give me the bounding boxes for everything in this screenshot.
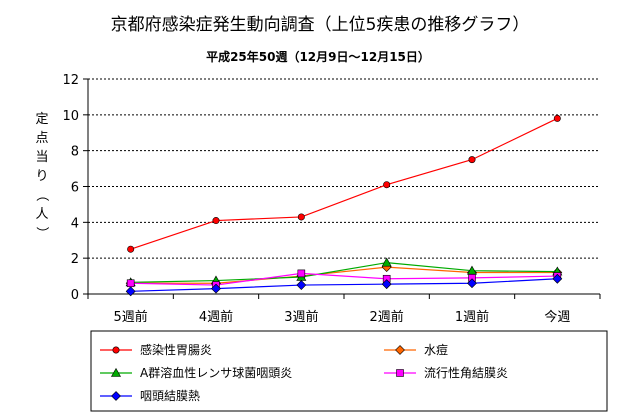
- y-tick-label: 2: [71, 252, 79, 267]
- data-point: [212, 217, 220, 225]
- data-point: [125, 286, 136, 297]
- data-point: [381, 279, 392, 290]
- legend-item: 咽頭結膜熱: [100, 389, 200, 403]
- legend-label: 水痘: [424, 342, 448, 357]
- y-axis-label-char: 当: [35, 150, 48, 165]
- y-tick-label: 6: [71, 181, 79, 196]
- series-0: [127, 114, 561, 253]
- data-point: [296, 280, 307, 290]
- x-tick-label: 2週前: [370, 309, 404, 325]
- legend-marker: [111, 391, 121, 401]
- y-tick-label: 8: [71, 145, 79, 160]
- data-point: [383, 181, 391, 189]
- series-line: [130, 117, 558, 250]
- legend-box: [90, 330, 608, 412]
- y-tick-label: 12: [62, 73, 79, 88]
- x-tick-label: 4週前: [199, 309, 233, 325]
- legend-label: A群溶血性レンサ球菌咽頭炎: [140, 365, 292, 380]
- series-4: [125, 273, 563, 297]
- y-tick-labels: 0 2 4 6 8 10 12: [62, 73, 79, 303]
- legend-label: 流行性角結膜炎: [424, 366, 508, 380]
- legend-label: 感染性胃腸炎: [140, 342, 212, 357]
- data-point: [553, 114, 561, 122]
- y-tick-label: 0: [71, 288, 79, 303]
- x-tick-label: 3週前: [284, 309, 318, 325]
- y-axis-label-char: 点: [35, 131, 48, 146]
- data-point: [297, 213, 305, 221]
- legend-item: A群溶血性レンサ球菌咽頭炎: [100, 365, 292, 380]
- y-tick-label: 4: [71, 216, 79, 231]
- legend-marker: [110, 367, 122, 377]
- series-line: [130, 272, 558, 286]
- data-point: [297, 269, 306, 278]
- series-line: [130, 266, 558, 284]
- data-point: [211, 283, 221, 294]
- y-axis-label-char: 定: [35, 112, 48, 127]
- data-point: [552, 273, 563, 284]
- legend-item: 流行性角結膜炎: [384, 366, 508, 380]
- series-group: [125, 114, 563, 297]
- chart-subtitle: 平成25年50週（12月9日～12月15日）: [206, 49, 430, 64]
- y-axis-label-char: 人: [35, 207, 48, 222]
- data-point: [468, 156, 476, 164]
- legend-marker: [112, 346, 120, 354]
- series-line: [130, 278, 558, 292]
- legend-item: 水痘: [384, 342, 448, 357]
- y-axis-label-char: （: [34, 188, 49, 201]
- legend-item: 感染性胃腸炎: [100, 342, 212, 357]
- series-line: [130, 262, 558, 283]
- x-tick-labels: 5週前 4週前 3週前 2週前 1週前 今週: [114, 309, 571, 325]
- data-point: [381, 257, 392, 267]
- data-point: [467, 278, 477, 289]
- axes: [83, 78, 601, 299]
- legend-marker: [395, 345, 405, 355]
- y-axis-label-char: ）: [34, 226, 49, 239]
- x-tick-label: 5週前: [114, 309, 148, 325]
- legend-marker: [396, 369, 404, 377]
- y-tick-label: 10: [62, 109, 79, 124]
- x-tick-label: 今週: [544, 309, 570, 325]
- legend-label: 咽頭結膜熱: [140, 389, 200, 403]
- x-tick-label: 1週前: [455, 309, 489, 325]
- data-point: [126, 279, 135, 288]
- chart-title: 京都府感染症発生動向調査（上位5疾患の推移グラフ）: [111, 15, 530, 35]
- y-axis-label-char: り: [35, 169, 48, 184]
- gridlines: [88, 78, 600, 259]
- data-point: [127, 245, 135, 253]
